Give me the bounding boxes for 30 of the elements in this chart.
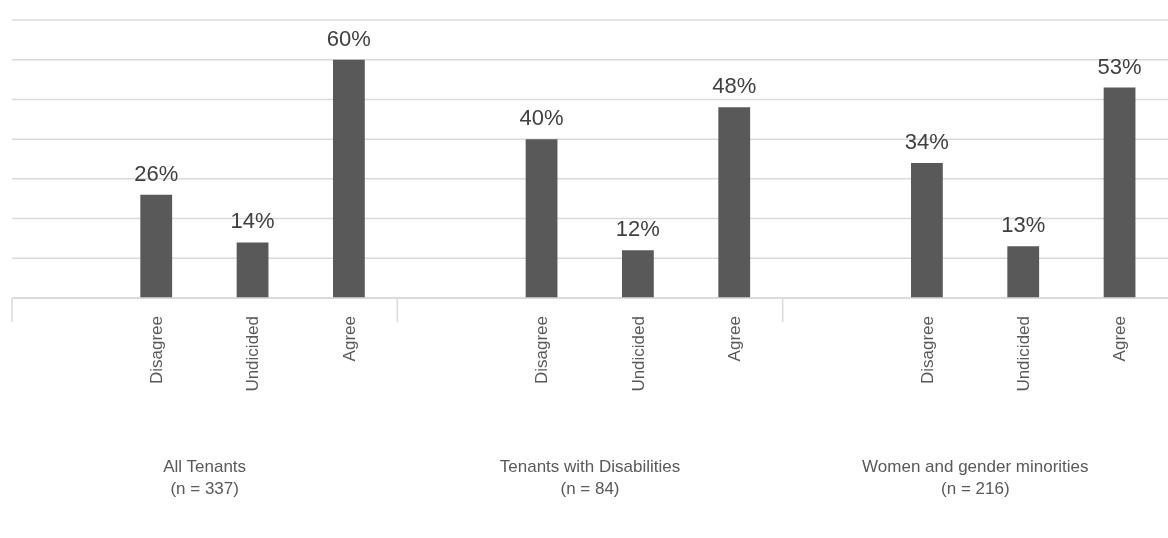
text: Tenants with Disabilities (n = 84) xyxy=(498,456,682,500)
data-label: 53% xyxy=(1097,53,1142,79)
bar xyxy=(718,107,751,298)
data-label: 26% xyxy=(134,160,179,186)
data-label: 34% xyxy=(904,128,949,154)
bar xyxy=(622,250,654,298)
x-tick-label: Disagree xyxy=(917,316,937,385)
text: All Tenants (n = 337) xyxy=(162,456,248,500)
bar xyxy=(1103,87,1136,298)
x-tick-label: Undicided xyxy=(628,316,648,392)
x-tick-label: Undicided xyxy=(1014,316,1033,392)
bar xyxy=(140,194,173,298)
data-label: 12% xyxy=(615,216,660,242)
data-label: 60% xyxy=(326,25,371,51)
data-label: 40% xyxy=(519,105,564,131)
bar xyxy=(236,242,269,298)
x-tick-label: Agree xyxy=(725,316,744,362)
data-label: 13% xyxy=(1001,212,1046,238)
x-tick-label: Agree xyxy=(1110,316,1130,362)
x-tick-label: Undicided xyxy=(243,316,263,392)
data-label: 14% xyxy=(230,208,275,234)
bar xyxy=(911,162,943,298)
bar xyxy=(333,59,365,298)
bar xyxy=(525,139,558,298)
x-tick-label: Disagree xyxy=(532,316,552,385)
bar xyxy=(1007,246,1040,298)
x-tick-label: Agree xyxy=(339,316,359,362)
text: Women and gender minorities (n = 216) xyxy=(861,456,1090,500)
x-tick-label: Disagree xyxy=(147,316,166,385)
data-label: 48% xyxy=(712,73,757,99)
